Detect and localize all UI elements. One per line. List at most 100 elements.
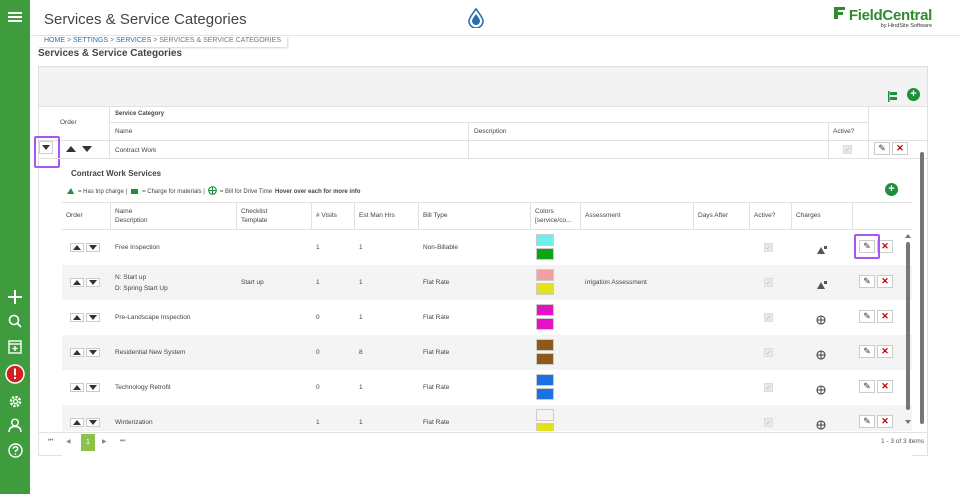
expand-toggle[interactable] [36, 138, 58, 160]
active-checkbox: ✓ [764, 418, 773, 427]
col-name[interactable]: Name [115, 208, 133, 215]
brand-sub: by HindSite Software [880, 23, 932, 29]
col-template[interactable]: Template [241, 217, 268, 224]
move-up-button[interactable] [64, 144, 78, 153]
move-down-button[interactable] [86, 313, 100, 322]
move-down-button[interactable] [86, 348, 100, 357]
col-description[interactable]: Description [474, 128, 507, 135]
col-charges[interactable]: Charges [796, 212, 821, 219]
edit-service-button[interactable]: ✎ [859, 310, 875, 323]
est-man-hrs-value: 1 [359, 314, 363, 321]
move-up-button[interactable] [70, 383, 84, 392]
move-up-button[interactable] [70, 243, 84, 252]
move-down-button[interactable] [86, 243, 100, 252]
edit-service-button[interactable]: ✎ [859, 275, 875, 288]
close-icon: ✕ [881, 276, 889, 286]
divider [109, 106, 110, 158]
outer-scrollbar[interactable] [918, 148, 926, 432]
active-checkbox: ✓ [764, 243, 773, 252]
col-colors-sub: [service/co... [535, 217, 572, 224]
edit-service-button[interactable]: ✎ [859, 415, 875, 428]
search-icon[interactable] [0, 312, 30, 330]
delete-service-button[interactable]: ✕ [877, 415, 893, 428]
est-man-hrs-value: 1 [359, 244, 363, 251]
menu-icon[interactable] [0, 8, 30, 26]
alert-icon[interactable] [0, 363, 30, 385]
assessment-value: irrigation Assessment [585, 279, 647, 286]
inner-scroll-thumb[interactable] [906, 242, 910, 410]
move-up-button[interactable] [70, 348, 84, 357]
window-title: Services & Service Categories [44, 11, 247, 28]
col-days-after[interactable]: Days After [698, 212, 728, 219]
last-page-icon[interactable]: ⏭ [120, 438, 126, 444]
edit-service-button[interactable]: ✎ [859, 240, 875, 253]
drive-time-icon [816, 382, 826, 400]
move-down-button[interactable] [86, 383, 100, 392]
breadcrumb-services[interactable]: SERVICES [115, 37, 152, 44]
services-title: Contract Work Services [71, 169, 162, 178]
inner-scrollbar[interactable] [904, 232, 912, 428]
company-color-swatch [536, 318, 554, 330]
add-icon[interactable] [0, 288, 30, 306]
col-active[interactable]: Active? [754, 212, 776, 219]
breadcrumb-settings[interactable]: SETTINGS [72, 37, 108, 44]
add-service-button[interactable]: + [885, 183, 898, 196]
pencil-icon: ✎ [863, 416, 871, 426]
move-up-button[interactable] [70, 313, 84, 322]
edit-service-button[interactable]: ✎ [859, 380, 875, 393]
edit-service-button[interactable]: ✎ [859, 345, 875, 358]
col-checklist[interactable]: Checklist [241, 208, 268, 215]
scroll-up-icon[interactable] [905, 234, 911, 238]
delete-category-button[interactable]: ✕ [892, 142, 908, 155]
move-down-button[interactable] [86, 278, 100, 287]
col-bill-type[interactable]: Bill Type [423, 212, 448, 219]
col-active[interactable]: Active? [833, 128, 855, 135]
outer-scroll-thumb[interactable] [920, 152, 924, 424]
delete-service-button[interactable]: ✕ [877, 345, 893, 358]
delete-service-button[interactable]: ✕ [877, 240, 893, 253]
col-visits[interactable]: # Visits [316, 212, 337, 219]
add-category-button[interactable]: + [907, 88, 920, 101]
help-icon[interactable] [0, 441, 30, 459]
breadcrumb-home[interactable]: HOME [44, 37, 65, 44]
water-drop-icon[interactable] [468, 7, 484, 33]
user-icon[interactable] [0, 416, 30, 434]
col-colors[interactable]: Colors [535, 208, 554, 215]
move-down-button[interactable] [86, 418, 100, 427]
col-assessment[interactable]: Assessment [585, 212, 621, 219]
columns-flag-icon[interactable] [887, 89, 899, 107]
service-color-swatch [536, 409, 554, 421]
prev-page-icon[interactable]: ◀ [66, 439, 71, 445]
col-order[interactable]: Order [66, 212, 83, 219]
settings-gear-icon[interactable] [0, 392, 30, 410]
drive-time-icon [816, 417, 826, 435]
move-up-button[interactable] [70, 278, 84, 287]
first-page-icon[interactable]: ⏮ [48, 438, 54, 444]
delete-service-button[interactable]: ✕ [877, 310, 893, 323]
service-description: D: Spring Start Up [115, 284, 168, 292]
delete-service-button[interactable]: ✕ [877, 275, 893, 288]
col-order[interactable]: Order [60, 119, 77, 126]
divider [62, 202, 912, 203]
divider [110, 122, 868, 123]
page-1-button[interactable]: 1 [81, 434, 95, 451]
edit-category-button[interactable]: ✎ [874, 142, 890, 155]
move-down-button[interactable] [80, 144, 94, 153]
active-checkbox: ✓ [764, 383, 773, 392]
close-icon: ✕ [881, 381, 889, 391]
est-man-hrs-value: 1 [359, 384, 363, 391]
legend-trip: = Has trip charge | [78, 188, 128, 195]
est-man-hrs-value: 1 [359, 279, 363, 286]
col-est-man-hrs[interactable]: Est Man Hrs [359, 212, 395, 219]
next-page-icon[interactable]: ▶ [102, 439, 107, 445]
close-icon: ✕ [881, 416, 889, 426]
bill-type-value: Flat Rate [423, 349, 450, 356]
col-description[interactable]: Description [115, 217, 148, 224]
col-name[interactable]: Name [115, 128, 133, 135]
delete-service-button[interactable]: ✕ [877, 380, 893, 393]
move-up-button[interactable] [70, 418, 84, 427]
scroll-down-icon[interactable] [905, 420, 911, 424]
drive-time-icon [208, 186, 217, 197]
calendar-icon[interactable] [0, 337, 30, 355]
service-color-swatch [536, 269, 554, 281]
